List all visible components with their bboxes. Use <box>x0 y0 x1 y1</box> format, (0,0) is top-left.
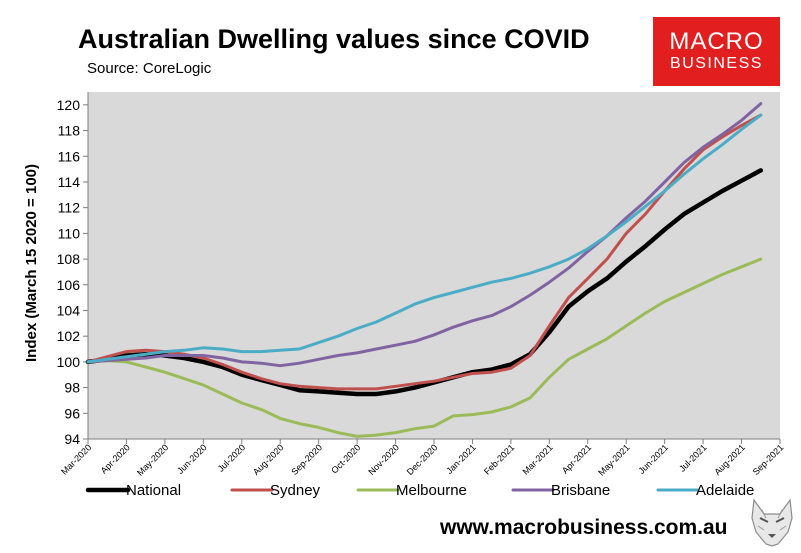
y-tick-label: 114 <box>58 174 81 190</box>
x-tick-label: Dec-2020 <box>405 442 440 477</box>
y-axis: 94 96 98 100 102 104 106 108 110 112 114 116 118 120 <box>57 92 89 447</box>
y-tick-label: 116 <box>58 148 81 164</box>
x-tick-label: May-2020 <box>135 442 170 477</box>
y-tick-label: 108 <box>57 251 81 267</box>
y-tick-label: 102 <box>57 328 81 344</box>
x-axis: Mar-2020 Apr-2020 May-2020 Jun-2020 Jul-2020… <box>59 438 786 478</box>
x-tick-label: Mar-2021 <box>520 442 554 476</box>
x-tick-label: Sep-2021 <box>751 442 786 477</box>
y-tick-label: 112 <box>58 200 81 216</box>
x-tick-label: Apr-2020 <box>99 442 132 475</box>
legend: National Sydney Melbourne Brisbane Adelaide <box>85 482 754 499</box>
y-tick-label: 120 <box>57 97 81 113</box>
series-line-brisbane <box>86 102 763 368</box>
plot-area <box>88 92 780 439</box>
x-tick-label: Aug-2021 <box>712 442 747 477</box>
x-tick-label: Jun-2021 <box>636 442 670 476</box>
y-tick-label: 110 <box>58 225 81 241</box>
y-tick-label: 106 <box>57 277 81 293</box>
y-tick-label: 118 <box>58 123 81 139</box>
x-tick-label: Aug-2020 <box>251 442 286 477</box>
y-tick-label: 104 <box>57 302 81 318</box>
legend-label-brisbane: Brisbane <box>551 482 610 499</box>
x-tick-label: Sep-2020 <box>289 442 324 477</box>
chart-title: Australian Dwelling values since COVID <box>78 24 590 54</box>
series-line-sydney <box>86 113 763 391</box>
x-tick-label: Apr-2021 <box>560 442 593 475</box>
brand-logo: MACRO BUSINESS <box>653 17 780 86</box>
x-tick-label: Oct-2020 <box>329 442 362 475</box>
y-tick-label: 98 <box>64 380 80 396</box>
series-line-melbourne <box>86 257 763 438</box>
website-url: www.macrobusiness.com.au <box>440 516 728 539</box>
series-lines <box>85 102 764 438</box>
x-tick-label: May-2021 <box>596 442 631 477</box>
legend-label-national: National <box>126 482 181 499</box>
x-tick-label: Jan-2021 <box>444 442 478 476</box>
legend-label-sydney: Sydney <box>270 482 321 499</box>
x-tick-label: Jul-2021 <box>677 442 708 473</box>
chart-subtitle: Source: CoreLogic <box>87 60 212 77</box>
wolf-head-icon <box>751 498 793 547</box>
brand-line-2: BUSINESS <box>670 55 763 72</box>
legend-label-adelaide: Adelaide <box>696 482 754 499</box>
x-tick-label: Feb-2021 <box>482 442 516 476</box>
x-tick-label: Nov-2020 <box>366 442 401 477</box>
y-tick-label: 100 <box>57 354 81 370</box>
series-line-national <box>85 168 764 397</box>
x-tick-label: Jun-2020 <box>175 442 209 476</box>
y-tick-label: 94 <box>64 431 80 447</box>
x-tick-label: Jul-2020 <box>216 442 247 473</box>
y-tick-label: 96 <box>64 405 80 421</box>
x-tick-label: Mar-2020 <box>59 442 93 476</box>
legend-label-melbourne: Melbourne <box>396 482 467 499</box>
brand-line-1: MACRO <box>669 28 764 55</box>
y-axis-label: Index (March 15 2020 = 100) <box>23 164 40 362</box>
series-line-adelaide <box>86 113 763 364</box>
